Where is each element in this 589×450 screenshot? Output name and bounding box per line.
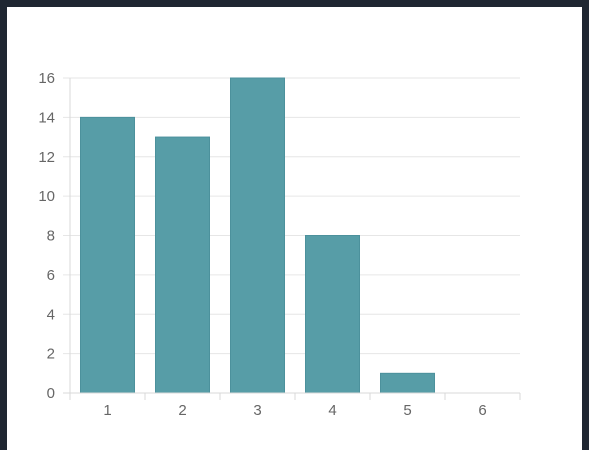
x-tick-label: 5 [403, 402, 411, 419]
y-tick-label: 0 [47, 385, 55, 402]
axes [63, 78, 521, 400]
y-tick-label: 2 [47, 346, 55, 363]
y-tick-label: 8 [47, 228, 55, 245]
bar-4 [305, 235, 360, 394]
y-tick-label: 14 [38, 109, 55, 126]
y-tick-label: 16 [38, 70, 55, 87]
y-tick-label: 6 [47, 267, 55, 284]
x-tick-label: 2 [178, 402, 186, 419]
bar-3 [230, 77, 285, 394]
grid-lines [63, 77, 520, 355]
y-tick-label: 4 [47, 306, 55, 323]
bars [80, 77, 435, 394]
y-tick-label: 10 [38, 188, 55, 205]
y-tick-label: 12 [38, 149, 55, 166]
bar-5 [380, 372, 435, 394]
x-tick-label: 1 [103, 402, 111, 419]
x-tick-label: 3 [253, 402, 261, 419]
bar-2 [155, 136, 210, 394]
x-tick-label: 6 [478, 402, 486, 419]
x-tick-label: 4 [328, 402, 336, 419]
bar-1 [80, 116, 135, 394]
chart-panel: 0 2 4 6 8 10 12 14 16 1 2 3 4 5 6 [7, 7, 582, 450]
